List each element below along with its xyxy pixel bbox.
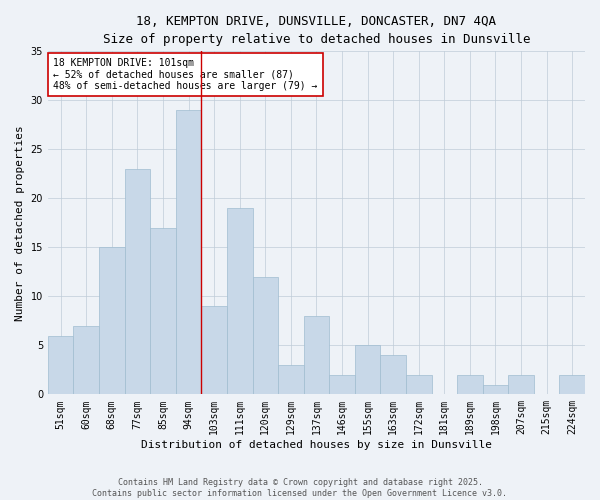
- Bar: [48, 336, 73, 394]
- Bar: [202, 306, 227, 394]
- Bar: [559, 374, 585, 394]
- Bar: [73, 326, 99, 394]
- Bar: [482, 384, 508, 394]
- Text: 18 KEMPTON DRIVE: 101sqm
← 52% of detached houses are smaller (87)
48% of semi-d: 18 KEMPTON DRIVE: 101sqm ← 52% of detach…: [53, 58, 317, 92]
- Bar: [227, 208, 253, 394]
- Bar: [457, 374, 482, 394]
- Bar: [176, 110, 202, 395]
- Title: 18, KEMPTON DRIVE, DUNSVILLE, DONCASTER, DN7 4QA
Size of property relative to de: 18, KEMPTON DRIVE, DUNSVILLE, DONCASTER,…: [103, 15, 530, 46]
- Bar: [329, 374, 355, 394]
- Bar: [355, 346, 380, 395]
- Bar: [508, 374, 534, 394]
- Bar: [406, 374, 431, 394]
- Text: Contains HM Land Registry data © Crown copyright and database right 2025.
Contai: Contains HM Land Registry data © Crown c…: [92, 478, 508, 498]
- Bar: [304, 316, 329, 394]
- X-axis label: Distribution of detached houses by size in Dunsville: Distribution of detached houses by size …: [141, 440, 492, 450]
- Bar: [278, 365, 304, 394]
- Bar: [150, 228, 176, 394]
- Bar: [125, 169, 150, 394]
- Bar: [380, 355, 406, 395]
- Bar: [253, 276, 278, 394]
- Bar: [99, 248, 125, 394]
- Y-axis label: Number of detached properties: Number of detached properties: [15, 125, 25, 320]
